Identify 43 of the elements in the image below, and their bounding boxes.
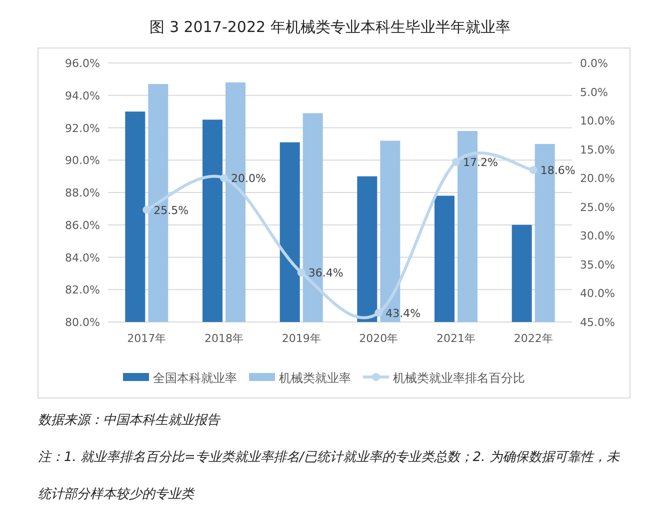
point: [374, 308, 383, 317]
data-label: 20.0%: [231, 172, 266, 186]
legend-label: 机械类就业率: [279, 371, 351, 385]
data-label: 36.4%: [308, 266, 344, 280]
y2-tick-label: 10.0%: [580, 114, 615, 128]
y2-tick-label: 40.0%: [580, 287, 615, 300]
point: [529, 166, 538, 174]
data-label: 17.2%: [463, 156, 498, 169]
point: [142, 206, 151, 214]
y-tick-label: 90.0%: [65, 154, 100, 168]
y2-tick-label: 25.0%: [580, 200, 615, 214]
data-label: 18.6%: [540, 164, 576, 178]
data-label: 25.5%: [154, 204, 189, 217]
legend-label: 全国本科就业率: [153, 371, 237, 385]
y2-tick-label: 30.0%: [580, 230, 615, 243]
point: [452, 158, 460, 166]
y-tick-label: 88.0%: [65, 186, 100, 200]
x-tick-label: 2019年: [282, 332, 321, 345]
y-tick-label: 80.0%: [65, 316, 100, 329]
y-tick-label: 86.0%: [65, 218, 100, 232]
chart-title: 图 3 2017-2022 年机械类专业本科生毕业半年就业率: [150, 18, 510, 36]
point: [297, 268, 306, 276]
y2-tick-label: 0.0%: [580, 57, 608, 70]
x-tick-label: 2018年: [204, 332, 244, 345]
y-tick-label: 96.0%: [65, 57, 100, 70]
text: 注：1. 就业率排名百分比=专业类就业率排名/已统计就业率的专业类总数；2. 为确保数据可靠性，未统计部分样本较少的专业类: [38, 450, 620, 502]
y-tick-label: 84.0%: [65, 251, 100, 264]
y-tick-label: 94.0%: [65, 89, 100, 102]
legend-label: 机械类就业率排名百分比: [393, 371, 525, 385]
x-tick-label: 2020年: [359, 332, 398, 345]
source-note: 数据来源：中国本科生就业报告: [38, 412, 222, 430]
y2-tick-label: 5.0%: [580, 86, 608, 99]
y2-tick-label: 15.0%: [580, 143, 615, 156]
data-label: 43.4%: [386, 306, 421, 320]
y2-tick-label: 35.0%: [580, 258, 615, 272]
y2-tick-label: 20.0%: [580, 172, 615, 186]
x-tick-label: 2017年: [127, 332, 166, 345]
y-tick-label: 92.0%: [65, 122, 100, 135]
y-tick-label: 82.0%: [65, 284, 100, 297]
x-tick-label: 2021年: [436, 332, 476, 345]
point: [220, 174, 228, 182]
x-tick-label: 2022年: [514, 332, 553, 345]
y2-tick-label: 45.0%: [580, 316, 615, 329]
